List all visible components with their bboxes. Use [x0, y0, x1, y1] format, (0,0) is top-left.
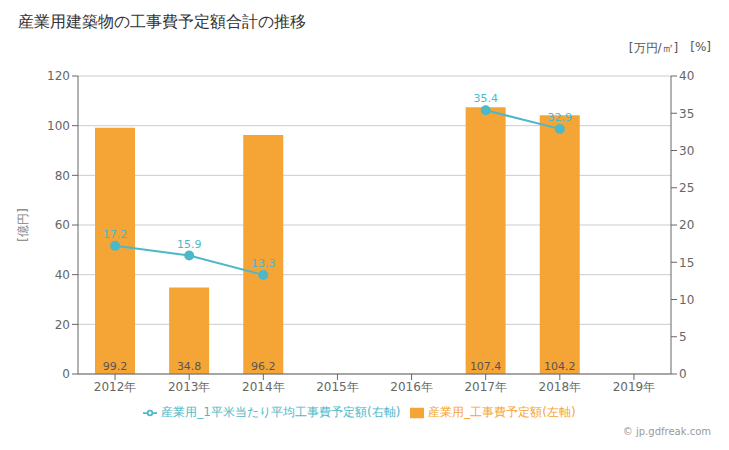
svg-text:15.9: 15.9: [177, 238, 202, 251]
svg-text:2015年: 2015年: [316, 380, 359, 394]
svg-text:32.9: 32.9: [548, 111, 573, 124]
svg-text:13.3: 13.3: [251, 257, 276, 270]
svg-text:15: 15: [679, 256, 694, 270]
svg-text:34.8: 34.8: [177, 360, 202, 373]
svg-text:2014年: 2014年: [242, 380, 285, 394]
svg-text:120: 120: [47, 69, 70, 83]
html-text:産業用_工事費予定額(左軸): 産業用_工事費予定額(左軸): [428, 405, 576, 419]
svg-text:10: 10: [679, 293, 694, 307]
svg-text:20: 20: [679, 218, 694, 232]
svg-text:30: 30: [679, 144, 694, 158]
svg-text:40: 40: [679, 69, 694, 83]
svg-text:[億円]: [億円]: [16, 208, 30, 241]
svg-text:107.4: 107.4: [470, 360, 502, 373]
svg-text:104.2: 104.2: [544, 360, 576, 373]
svg-text:2016年: 2016年: [390, 380, 433, 394]
svg-text:99.2: 99.2: [103, 360, 128, 373]
svg-text:35.4: 35.4: [473, 92, 498, 105]
svg-text:80: 80: [55, 169, 70, 183]
svg-text:2018年: 2018年: [539, 380, 582, 394]
svg-text:5: 5: [679, 330, 687, 344]
svg-text:60: 60: [55, 218, 70, 232]
svg-text:2012年: 2012年: [94, 380, 137, 394]
svg-text:0: 0: [679, 367, 687, 381]
svg-text:2013年: 2013年: [168, 380, 211, 394]
svg-text:40: 40: [55, 268, 70, 282]
svg-text:20: 20: [55, 318, 70, 332]
svg-text:35: 35: [679, 107, 694, 121]
svg-text:2019年: 2019年: [613, 380, 656, 394]
svg-text:2017年: 2017年: [464, 380, 507, 394]
html-text:[万円/㎡]: [万円/㎡]: [628, 41, 679, 55]
svg-text:100: 100: [47, 119, 70, 133]
html-text:産業用建築物の工事費予定額合計の推移: 産業用建築物の工事費予定額合計の推移: [18, 12, 306, 31]
html-text:産業用_1平米当たり平均工事費予定額(右軸): 産業用_1平米当たり平均工事費予定額(右軸): [161, 405, 401, 419]
svg-text:25: 25: [679, 181, 694, 195]
html-text:© jp.gdfreak.com: © jp.gdfreak.com: [622, 426, 711, 437]
svg-text:0: 0: [62, 367, 70, 381]
svg-text:17.2: 17.2: [103, 228, 128, 241]
svg-text:96.2: 96.2: [251, 360, 276, 373]
